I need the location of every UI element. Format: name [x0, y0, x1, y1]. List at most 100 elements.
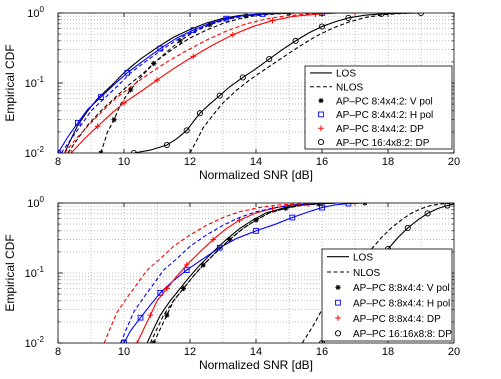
x-tick-label: 16	[316, 346, 328, 358]
data-marker-3	[164, 312, 170, 318]
data-marker-5	[236, 217, 243, 223]
legend-entry-5: AP–PC 8:4x4:2: DP	[318, 124, 424, 135]
data-marker-3	[128, 87, 134, 93]
data-marker-4	[345, 203, 352, 207]
legend: LOS NLOS AP–PC 8:4x4:2: V pol AP–PC 8:4x4:2…	[304, 65, 453, 150]
x-tick-label: 18	[382, 346, 394, 358]
series-line-6	[133, 13, 422, 153]
x-tick-label: 10	[118, 156, 130, 168]
data-marker-4	[137, 314, 144, 321]
legend-label: NLOS	[353, 268, 381, 279]
data-marker-5	[269, 17, 276, 24]
data-marker-6	[378, 13, 385, 17]
data-marker-4	[74, 119, 81, 126]
data-marker-6	[183, 127, 190, 134]
legend-label: AP–PC 8:8x4:4: DP	[353, 314, 441, 325]
legend-marker	[318, 111, 324, 118]
x-tick-label: 16	[316, 156, 328, 168]
legend-label: AP–PC 8:8x4:4: V pol	[353, 283, 450, 294]
chart-panel-2: 8 10 12 14 16 18 20 10-2 10-1 100 Normalized SNR […	[3, 195, 460, 372]
legend-entry-6: AP–PC 16:16x8:8: DP	[334, 329, 452, 340]
y-axis-label: Empirical CDF	[3, 44, 17, 121]
data-marker-6	[163, 141, 170, 149]
data-marker-6	[292, 37, 299, 44]
x-tick-label: 14	[250, 346, 262, 358]
data-marker-5	[230, 31, 236, 38]
series-group	[58, 13, 425, 153]
legend-marker	[335, 315, 341, 321]
legend-marker	[334, 330, 342, 337]
data-marker-5	[190, 53, 197, 60]
data-marker-5	[121, 100, 127, 106]
series-line-7	[60, 13, 290, 153]
data-marker-6	[345, 14, 352, 21]
legend-label: AP–PC 16:4x8:2: DP	[336, 138, 430, 149]
data-marker-3	[207, 22, 213, 28]
data-marker-4	[223, 15, 230, 22]
legend-entry-2: NLOS	[310, 83, 364, 94]
data-marker-5	[68, 150, 74, 153]
x-tick-label: 20	[448, 156, 460, 168]
legend-entry-3: AP–PC 8:4x4:2: V pol	[318, 96, 433, 107]
legend-entry-1: LOS	[327, 252, 373, 263]
legend-entry-1: LOS	[310, 69, 356, 80]
data-marker-4	[124, 69, 131, 76]
x-tick-label: 20	[448, 346, 460, 358]
series-line-4	[58, 13, 322, 153]
series-line-9	[189, 13, 421, 153]
legend-label: NLOS	[336, 83, 364, 94]
legend-marker	[335, 284, 341, 290]
x-tick-label: 14	[250, 156, 262, 168]
data-marker-3	[151, 60, 157, 67]
y-tick-label: 100	[27, 195, 44, 210]
data-marker-6	[266, 55, 273, 63]
data-marker-6	[239, 74, 246, 81]
legend-entry-2: NLOS	[327, 268, 381, 279]
x-axis-label: Normalized SNR [dB]	[199, 168, 313, 182]
legend-label: LOS	[353, 252, 373, 263]
data-marker-5	[94, 123, 101, 130]
chart-panel-1: 8 10 12 14 16 18 20 10-2 10-1 100 Normalized SNR […	[3, 5, 460, 182]
legend-entry-5: AP–PC 8:8x4:4: DP	[335, 314, 441, 325]
legend-entry-3: AP–PC 8:8x4:4: V pol	[335, 283, 450, 294]
data-marker-4	[157, 290, 164, 296]
y-tick-label: 100	[27, 5, 44, 20]
data-marker-5	[183, 262, 190, 268]
data-marker-5	[154, 77, 160, 83]
legend-marker	[318, 125, 324, 132]
x-axis-label: Normalized SNR [dB]	[199, 358, 313, 372]
x-tick-label: 12	[184, 156, 196, 168]
x-tick-label: 18	[382, 156, 394, 168]
data-marker-4	[253, 228, 259, 234]
legend-label: AP–PC 8:4x4:2: H pol	[336, 110, 433, 121]
x-tick-label: 12	[184, 346, 196, 358]
legend-marker	[318, 97, 324, 104]
data-marker-6	[404, 224, 411, 232]
legend-label: AP–PC 8:8x4:4: H pol	[353, 298, 450, 309]
y-tick-label: 10-1	[25, 75, 45, 90]
data-marker-6	[216, 92, 223, 99]
data-marker-6	[424, 210, 431, 217]
data-marker-5	[210, 236, 216, 243]
x-tick-label: 8	[55, 346, 61, 358]
legend-label: LOS	[336, 69, 356, 80]
x-tick-label: 10	[118, 346, 130, 358]
legend: LOS NLOS AP–PC 8:8x4:4: V pol AP–PC 8:8x4:4…	[321, 248, 453, 342]
series-line-8	[64, 13, 332, 153]
data-marker-5	[134, 340, 140, 343]
legend-label: AP–PC 16:16x8:8: DP	[353, 329, 452, 340]
legend-label: AP–PC 8:4x4:2: DP	[336, 124, 424, 135]
legend-label: AP–PC 8:4x4:2: V pol	[336, 96, 433, 107]
data-marker-5	[147, 312, 154, 318]
data-marker-4	[216, 244, 223, 251]
data-marker-6	[444, 203, 451, 209]
y-tick-label: 10-2	[25, 145, 45, 160]
data-marker-3	[180, 285, 186, 292]
legend-entry-4: AP–PC 8:4x4:2: H pol	[318, 110, 433, 121]
series-line-9	[149, 203, 336, 343]
legend-entry-4: AP–PC 8:8x4:4: H pol	[335, 298, 450, 309]
y-tick-label: 10-2	[25, 335, 45, 350]
data-marker-6	[417, 13, 425, 17]
legend-box	[321, 248, 453, 342]
